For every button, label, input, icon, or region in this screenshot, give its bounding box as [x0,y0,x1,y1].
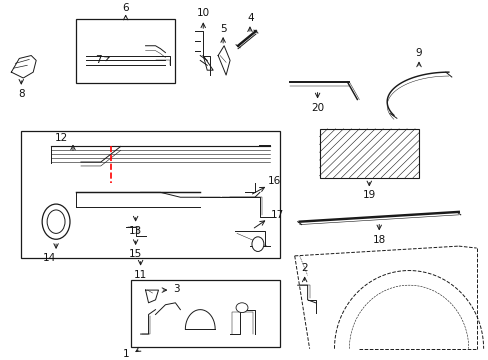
Text: 4: 4 [247,13,254,23]
Bar [76,19,175,83]
Ellipse shape [47,210,65,233]
Text: 20: 20 [310,103,324,113]
Text: 19: 19 [362,190,375,200]
Text: 15: 15 [129,249,142,259]
Text: 8: 8 [18,89,24,99]
Text: 10: 10 [196,9,209,18]
Text: 5: 5 [220,24,226,34]
Text: 1: 1 [122,348,129,359]
Polygon shape [11,55,36,78]
Ellipse shape [42,204,70,239]
Bar [319,129,418,178]
Text: 18: 18 [372,235,385,245]
Text: 3: 3 [173,284,179,294]
Text: 12: 12 [54,132,67,143]
Text: 9: 9 [415,48,422,58]
Ellipse shape [236,303,247,312]
Text: 14: 14 [42,253,56,263]
Text: 16: 16 [267,176,281,186]
Text: 6: 6 [122,3,129,13]
Bar [130,280,279,347]
Bar [21,131,279,258]
Text: 7: 7 [95,55,102,66]
Ellipse shape [251,237,264,252]
Text: 17: 17 [271,210,284,220]
Text: 11: 11 [134,270,147,280]
Text: 13: 13 [129,226,142,237]
Text: 2: 2 [301,262,307,273]
